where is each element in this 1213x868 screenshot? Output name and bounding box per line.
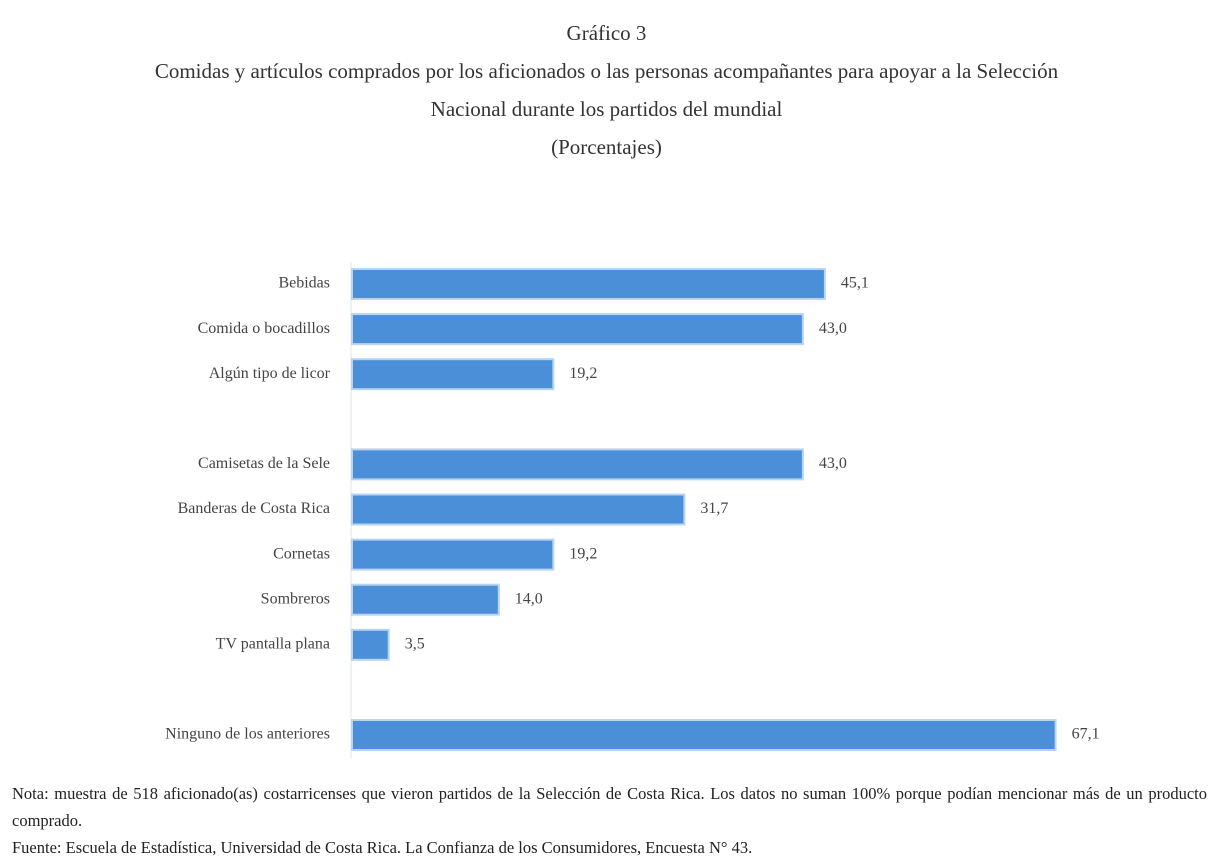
note: Nota: muestra de 518 aficionado(as) cost…: [12, 784, 1207, 830]
header: Gráfico 3 Comidas y artículos comprados …: [150, 14, 1063, 166]
y-tick-label: Sombreros: [261, 590, 330, 607]
value-label: 31,7: [700, 500, 728, 517]
y-tick-label: Cornetas: [273, 545, 330, 562]
y-tick-label: TV pantalla plana: [216, 635, 330, 652]
value-label: 67,1: [1072, 726, 1100, 743]
bar: [351, 358, 555, 391]
bar: [351, 448, 804, 481]
value-label: 19,2: [569, 545, 597, 562]
bar: [351, 493, 686, 526]
value-label: 43,0: [819, 320, 847, 337]
value-label: 45,1: [841, 275, 869, 292]
y-tick-label: Banderas de Costa Rica: [178, 500, 330, 517]
chart-title: Comidas y artículos comprados por los af…: [154, 59, 1059, 121]
value-label: 3,5: [405, 635, 425, 652]
value-label: 14,0: [515, 590, 543, 607]
chart: Bebidas 45,1 Comida o bocadillos 43,0 Algún …: [165, 262, 1100, 758]
chart-label: Gráfico 3: [566, 21, 647, 45]
y-tick-label: Comida o bocadillos: [198, 320, 330, 337]
bar: [351, 719, 1057, 751]
bar: [351, 583, 500, 616]
note: Fuente: Escuela de Estadística, Universi…: [12, 838, 753, 857]
y-tick-label: Algún tipo de licor: [209, 365, 331, 382]
chart-subtitle: (Porcentajes): [551, 135, 662, 159]
bar: [351, 628, 390, 661]
value-label: 43,0: [819, 455, 847, 472]
value-label: 19,2: [569, 365, 597, 382]
notes: Nota: muestra de 518 aficionado(as) cost…: [12, 780, 1207, 861]
y-tick-label: Bebidas: [278, 275, 330, 292]
bar: [351, 268, 826, 300]
y-tick-label: Ninguno de los anteriores: [165, 726, 330, 743]
bar: [351, 313, 804, 346]
bar: [351, 538, 555, 571]
y-tick-label: Camisetas de la Sele: [198, 455, 330, 472]
